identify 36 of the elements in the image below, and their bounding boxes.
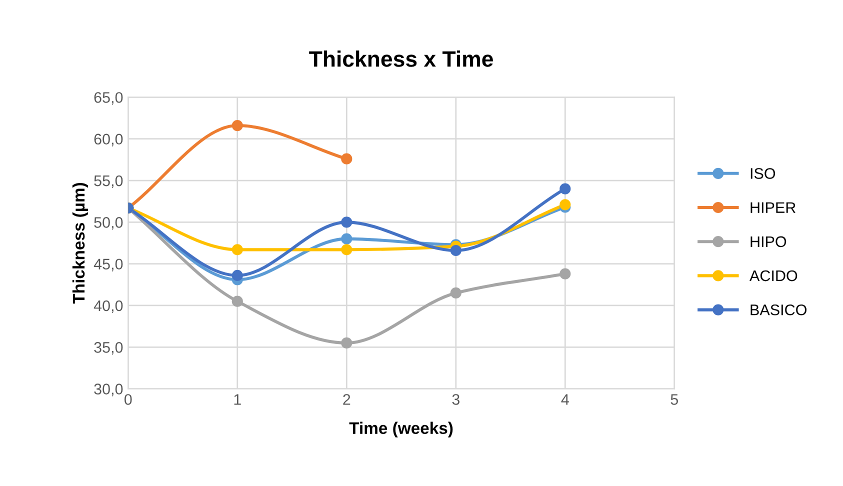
chart-title: Thickness x Time	[309, 50, 493, 67]
legend-label: ACIDO	[750, 270, 798, 282]
point	[341, 337, 352, 349]
point	[341, 244, 352, 256]
point	[232, 270, 243, 282]
point	[232, 120, 243, 132]
y-tick-label: 50,0	[94, 217, 123, 230]
point	[450, 244, 462, 256]
x-tick-label: 5	[670, 394, 678, 405]
x-tick-label: 1	[234, 394, 241, 405]
x-tick-label: 3	[452, 394, 460, 405]
x-axis-title: Time (weeks)	[349, 422, 453, 438]
point	[560, 199, 571, 210]
x-tick-label: 2	[343, 394, 350, 405]
y-tick-label: 35,0	[94, 342, 123, 355]
point	[560, 268, 571, 280]
point	[341, 216, 352, 228]
y-tick-label: 60,0	[94, 134, 123, 146]
point	[450, 287, 462, 299]
point	[341, 233, 352, 244]
x-tick-label: 4	[561, 394, 569, 405]
legend-label: HIPER	[750, 202, 796, 213]
y-tick-label: 65,0	[94, 92, 123, 105]
point	[232, 296, 243, 307]
x-tick-label: 0	[124, 394, 132, 405]
legend-label: HIPO	[750, 236, 786, 248]
y-tick-label: 30,0	[94, 384, 123, 396]
legend-label: BASICO	[750, 304, 806, 316]
y-tick-label: 40,0	[94, 300, 123, 313]
point	[560, 183, 571, 194]
y-tick-label: 45,0	[94, 258, 123, 272]
y-tick-label: 55,0	[94, 175, 123, 188]
point	[341, 153, 352, 164]
y-axis-title: Thickness (µm)	[72, 182, 88, 304]
point	[232, 244, 243, 256]
legend-label: ISO	[750, 168, 776, 179]
